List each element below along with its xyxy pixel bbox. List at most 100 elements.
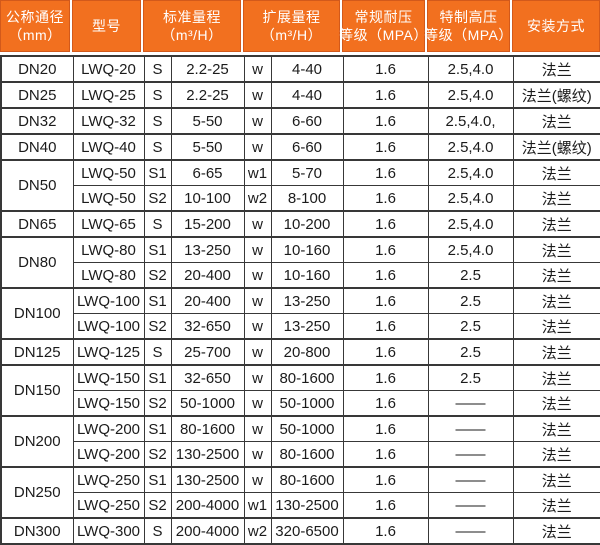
header-standard-range: 标准量程 （m³/H）	[143, 0, 241, 52]
install-cell: 法兰	[512, 338, 600, 366]
standard-range-cell: 6-65	[170, 159, 245, 186]
high-pressure-cell: ——	[427, 390, 514, 417]
model-cell: LWQ-100	[72, 287, 145, 314]
standard-range-cell: 80-1600	[170, 415, 245, 442]
install-cell: 法兰	[512, 107, 600, 135]
table-row: DN125 LWQ-125 S 25-700 w 20-800 1.6 2.5 法兰	[0, 338, 600, 366]
header-line: 等级（MPA）	[339, 27, 428, 43]
high-pressure-cell: 2.5,4.0	[427, 210, 514, 238]
w-code-cell: w	[243, 55, 272, 83]
table-row: LWQ-100 S2 32-650 w 13-250 1.6 2.5 法兰	[1, 313, 600, 340]
extended-range-cell: 13-250	[270, 287, 344, 314]
dn-cell: DN20	[0, 55, 74, 83]
w-code-cell: w	[243, 262, 272, 289]
w-code-cell: w	[243, 441, 272, 468]
extended-range-cell: 5-70	[270, 159, 344, 186]
pressure-cell: 1.6	[342, 492, 429, 519]
extended-range-cell: 80-1600	[270, 441, 344, 468]
install-cell: 法兰	[512, 415, 600, 442]
model-cell: LWQ-125	[72, 338, 145, 366]
spec-table-grid: DN20 LWQ-20 S 2.2-25 w 4-40 1.6 2.5,4.0 法兰 DN25 LW…	[0, 55, 600, 545]
install-cell: 法兰	[512, 210, 600, 238]
pressure-cell: 1.6	[342, 55, 429, 83]
w-code-cell: w	[243, 364, 272, 391]
s-code-cell: S	[143, 81, 172, 109]
dn-cell: DN250	[0, 466, 74, 519]
w-code-cell: w	[243, 390, 272, 417]
standard-range-cell: 200-4000	[170, 492, 245, 519]
high-pressure-cell: 2.5	[427, 262, 514, 289]
high-pressure-cell: ——	[427, 415, 514, 442]
header-line: （m³/H）	[260, 27, 323, 43]
high-pressure-cell: 2.5,4.0	[427, 81, 514, 109]
pressure-cell: 1.6	[342, 133, 429, 161]
standard-range-cell: 200-4000	[170, 517, 245, 545]
pressure-cell: 1.6	[342, 81, 429, 109]
header-line: 等级（MPA）	[424, 27, 513, 43]
extended-range-cell: 80-1600	[270, 364, 344, 391]
standard-range-cell: 13-250	[170, 236, 245, 263]
header-line: 标准量程	[163, 9, 221, 25]
s-code-cell: S	[143, 107, 172, 135]
w-code-cell: w	[243, 338, 272, 366]
dn-cell: DN32	[0, 107, 74, 135]
install-cell: 法兰	[512, 466, 600, 493]
w-code-cell: w	[243, 236, 272, 263]
s-code-cell: S2	[143, 492, 172, 519]
model-cell: LWQ-80	[72, 236, 145, 263]
dn-cell: DN200	[0, 415, 74, 468]
s-code-cell: S	[143, 517, 172, 545]
pressure-cell: 1.6	[342, 338, 429, 366]
dn-cell: DN50	[0, 159, 74, 212]
pressure-cell: 1.6	[342, 185, 429, 212]
high-pressure-cell: 2.5	[427, 338, 514, 366]
model-cell: LWQ-25	[72, 81, 145, 109]
s-code-cell: S2	[143, 441, 172, 468]
dn-cell: DN150	[0, 364, 74, 417]
standard-range-cell: 32-650	[170, 364, 245, 391]
w-code-cell: w	[243, 133, 272, 161]
s-code-cell: S1	[143, 287, 172, 314]
w-code-cell: w1	[243, 492, 272, 519]
w-code-cell: w	[243, 287, 272, 314]
pressure-cell: 1.6	[342, 210, 429, 238]
header-pressure: 常规耐压 等级（MPA）	[339, 0, 428, 52]
table-row: DN150 LWQ-150 S1 32-650 w 80-1600 1.6 2.5 法兰	[0, 364, 600, 417]
high-pressure-cell: 2.5,4.0	[427, 185, 514, 212]
table-row: DN32 LWQ-32 S 5-50 w 6-60 1.6 2.5,4.0, 法兰	[0, 107, 600, 135]
standard-range-cell: 5-50	[170, 107, 245, 135]
s-code-cell: S2	[143, 185, 172, 212]
high-pressure-cell: 2.5,4.0,	[427, 107, 514, 135]
extended-range-cell: 50-1000	[270, 390, 344, 417]
high-pressure-cell: ——	[427, 492, 514, 519]
pressure-cell: 1.6	[342, 364, 429, 391]
extended-range-cell: 80-1600	[270, 466, 344, 493]
high-pressure-cell: ——	[427, 466, 514, 493]
high-pressure-cell: 2.5,4.0	[427, 55, 514, 83]
model-cell: LWQ-32	[72, 107, 145, 135]
high-pressure-cell: 2.5,4.0	[427, 159, 514, 186]
spec-table-body: DN20 LWQ-20 S 2.2-25 w 4-40 1.6 2.5,4.0 法兰 DN25 LW…	[0, 55, 600, 545]
high-pressure-cell: 2.5	[427, 364, 514, 391]
install-cell: 法兰	[512, 55, 600, 83]
table-row: LWQ-50 S2 10-100 w2 8-100 1.6 2.5,4.0 法兰	[1, 185, 600, 212]
header-line: 特制高压	[439, 9, 498, 25]
header-line: 型号	[92, 18, 121, 34]
dn-cell: DN100	[0, 287, 74, 340]
standard-range-cell: 2.2-25	[170, 55, 245, 83]
table-row: LWQ-200 S2 130-2500 w 80-1600 1.6 —— 法兰	[1, 441, 600, 468]
table-row: LWQ-80 S2 20-400 w 10-160 1.6 2.5 法兰	[1, 262, 600, 289]
table-header: 公称通径 （mm） 型号 标准量程 （m³/H） 扩展量程 （m³/H） 常规耐压 等级（MPA…	[0, 0, 600, 55]
table-row: LWQ-150 S2 50-1000 w 50-1000 1.6 —— 法兰	[1, 390, 600, 417]
extended-range-cell: 8-100	[270, 185, 344, 212]
extended-range-cell: 320-6500	[270, 517, 344, 545]
table-row: DN40 LWQ-40 S 5-50 w 6-60 1.6 2.5,4.0 法兰(螺纹)	[0, 133, 600, 161]
header-extended-range: 扩展量程 （m³/H）	[243, 0, 340, 52]
standard-range-cell: 130-2500	[170, 466, 245, 493]
high-pressure-cell: 2.5	[427, 287, 514, 314]
standard-range-cell: 130-2500	[170, 441, 245, 468]
table-row: LWQ-250 S2 200-4000 w1 130-2500 1.6 —— 法兰	[1, 492, 600, 519]
standard-range-cell: 50-1000	[170, 390, 245, 417]
w-code-cell: w1	[243, 159, 272, 186]
